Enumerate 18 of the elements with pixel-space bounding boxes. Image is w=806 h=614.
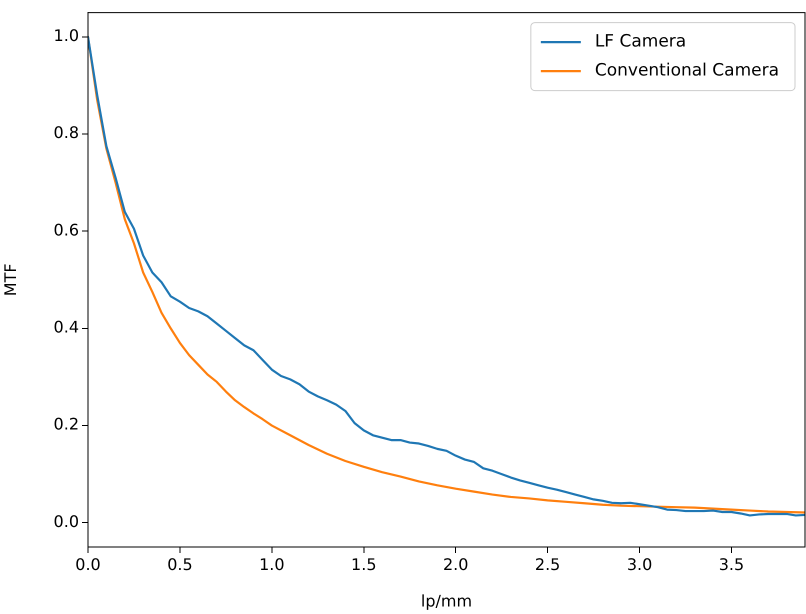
- x-tick-label: 2.0: [442, 554, 468, 574]
- x-tick-label: 3.0: [626, 554, 652, 574]
- x-tick-label: 2.5: [534, 554, 560, 574]
- y-tick-label: 0.8: [54, 123, 79, 142]
- legend-label: LF Camera: [594, 32, 686, 52]
- x-tick-label: 1.5: [351, 554, 376, 574]
- y-tick-label: 0.4: [54, 318, 79, 337]
- y-tick-label: 1.0: [54, 26, 79, 46]
- x-tick-label: 0.0: [75, 554, 101, 574]
- x-tick-label: 3.5: [718, 554, 744, 574]
- y-tick-label: 0.0: [54, 512, 79, 531]
- y-tick-label: 0.6: [54, 220, 79, 240]
- y-axis-title: MTF: [0, 263, 20, 296]
- legend-label: Conventional Camera: [594, 60, 780, 81]
- x-tick-label: 0.5: [167, 554, 193, 574]
- x-tick-label: 1.0: [259, 554, 285, 574]
- x-axis-title: lp/mm: [420, 592, 472, 611]
- y-tick-label: 0.2: [54, 414, 79, 434]
